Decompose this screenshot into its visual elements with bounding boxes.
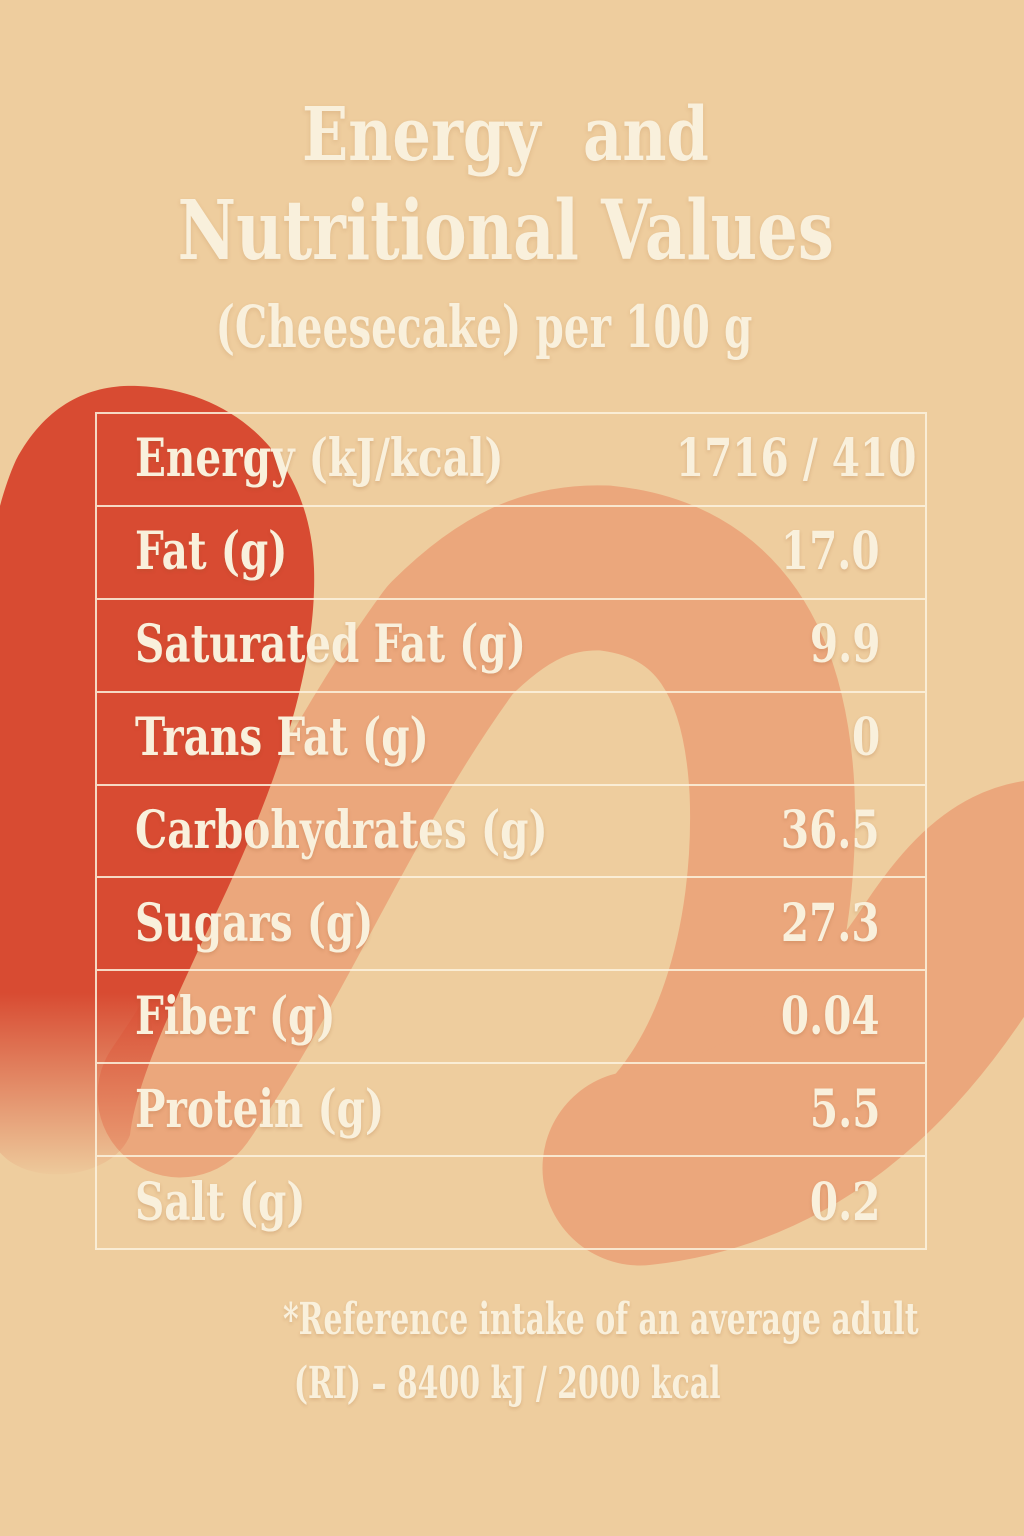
row-label: Fiber (g) xyxy=(135,985,336,1047)
reference-intake-footnote: *Reference intake of an average adult (R… xyxy=(283,1288,1024,1416)
table-row-saturated-fat: Saturated Fat (g) 9.9 xyxy=(97,597,925,691)
table-row-protein: Protein (g) 5.5 xyxy=(97,1062,925,1155)
row-value: 27.3 xyxy=(781,892,880,954)
nutrition-table: Energy (kJ/kcal) 1716 / 410 Fat (g) 17.0… xyxy=(95,412,927,1250)
row-label: Energy (kJ/kcal) xyxy=(135,428,504,490)
page-title-line2: Nutritional Values xyxy=(177,183,834,279)
row-label: Salt (g) xyxy=(135,1171,306,1233)
table-row-fat: Fat (g) 17.0 xyxy=(97,504,925,598)
table-row-sugars: Sugars (g) 27.3 xyxy=(97,876,925,969)
row-value: 36.5 xyxy=(781,800,880,861)
row-label: Saturated Fat (g) xyxy=(135,614,526,676)
salmon-swoosh-shape xyxy=(97,485,1024,1266)
footnote-line2: (RI) – 8400 kJ / 2000 kcal xyxy=(293,1357,721,1409)
row-label: Protein (g) xyxy=(135,1078,385,1140)
footnote-line1: *Reference intake of an average adult xyxy=(283,1294,919,1345)
row-value: 0 xyxy=(851,707,880,769)
row-value: 0.04 xyxy=(781,985,880,1047)
page-title-line1: Energy and xyxy=(301,92,709,178)
row-label: Trans Fat (g) xyxy=(135,707,429,769)
table-row-fiber: Fiber (g) 0.04 xyxy=(97,969,925,1062)
table-row-carbohydrates: Carbohydrates (g) 36.5 xyxy=(97,783,925,877)
row-value: 9.9 xyxy=(809,614,880,676)
row-label: Carbohydrates (g) xyxy=(135,800,548,861)
header-block: Energy and Nutritional Values (Cheesecak… xyxy=(0,98,1024,356)
row-value: 0.2 xyxy=(809,1171,880,1233)
row-value: 1716 / 410 xyxy=(675,428,917,490)
row-label: Fat (g) xyxy=(135,521,288,583)
row-value: 5.5 xyxy=(809,1078,880,1140)
red-blob-shape xyxy=(0,385,315,1175)
page-subtitle: (Cheesecake) per 100 g xyxy=(215,293,753,361)
table-row-energy: Energy (kJ/kcal) 1716 / 410 xyxy=(97,414,925,505)
row-value: 17.0 xyxy=(781,521,880,583)
table-row-trans-fat: Trans Fat (g) 0 xyxy=(97,690,925,784)
row-label: Sugars (g) xyxy=(135,892,374,954)
table-row-salt: Salt (g) 0.2 xyxy=(97,1155,925,1248)
